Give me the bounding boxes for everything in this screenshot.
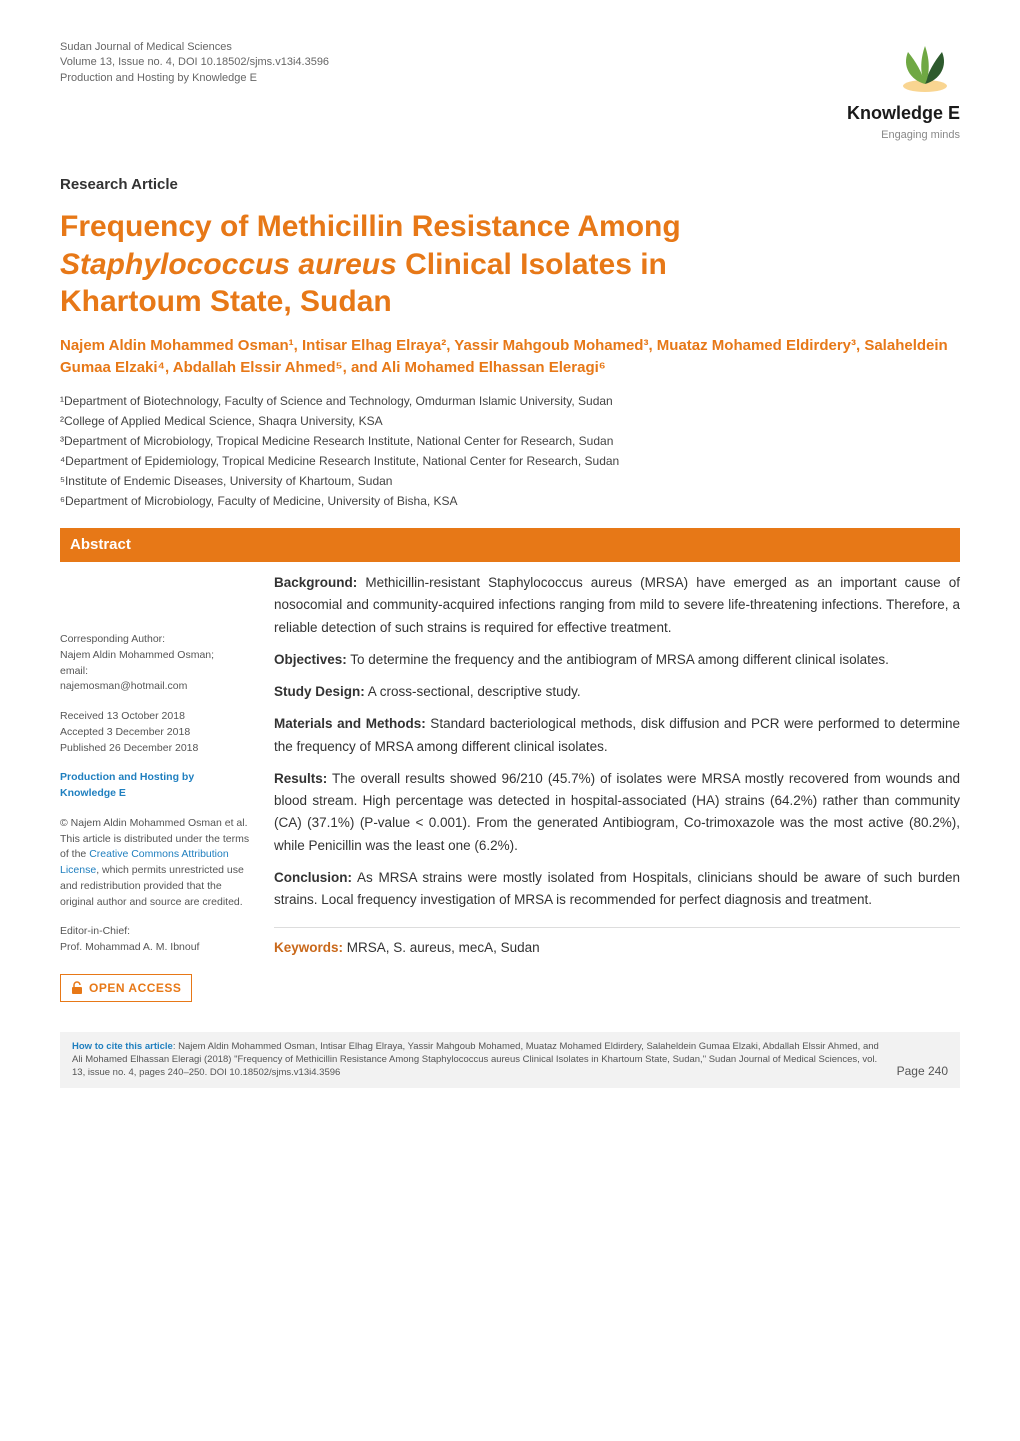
abstract-study-design: Study Design: A cross-sectional, descrip… — [274, 681, 960, 703]
affiliation-list: ¹Department of Biotechnology, Faculty of… — [60, 392, 960, 510]
journal-name: Sudan Journal of Medical Sciences — [60, 40, 329, 55]
abstract-materials: Materials and Methods: Standard bacterio… — [274, 713, 960, 758]
affiliation-item: ²College of Applied Medical Science, Sha… — [60, 412, 960, 430]
keywords-block: Keywords: MRSA, S. aureus, mecA, Sudan — [274, 927, 960, 958]
abstract-body-container: Background: Methicillin-resistant Staphy… — [274, 572, 960, 1002]
editor-block: Editor-in-Chief: Prof. Mohammad A. M. Ib… — [60, 924, 250, 956]
citation-text-block: How to cite this article: Najem Aldin Mo… — [72, 1040, 881, 1080]
background-text: Methicillin-resistant Staphylococcus aur… — [274, 575, 960, 635]
materials-label: Materials and Methods: — [274, 716, 426, 731]
editor-label: Editor-in-Chief: — [60, 924, 250, 940]
objectives-label: Objectives: — [274, 652, 347, 667]
conclusion-label: Conclusion: — [274, 870, 352, 885]
affiliation-item: ¹Department of Biotechnology, Faculty of… — [60, 392, 960, 410]
affiliation-item: ⁴Department of Epidemiology, Tropical Me… — [60, 452, 960, 470]
study-design-label: Study Design: — [274, 684, 365, 699]
publisher-tagline: Engaging minds — [847, 127, 960, 144]
abstract-heading: Abstract — [60, 528, 960, 563]
knowledge-e-logo-icon — [890, 40, 960, 96]
published-date: Published 26 December 2018 — [60, 741, 250, 757]
keywords-label: Keywords: — [274, 940, 343, 955]
author-list: Najem Aldin Mohammed Osman¹, Intisar Elh… — [60, 335, 960, 380]
affiliation-item: ³Department of Microbiology, Tropical Me… — [60, 432, 960, 450]
copyright-block: © Najem Aldin Mohammed Osman et al. This… — [60, 816, 250, 911]
title-line1: Frequency of Methicillin Resistance Amon… — [60, 210, 681, 243]
copyright-symbol: © — [60, 817, 68, 829]
publisher-logo-block: Knowledge E Engaging minds — [847, 40, 960, 144]
volume-issue-doi: Volume 13, Issue no. 4, DOI 10.18502/sjm… — [60, 55, 329, 70]
editor-name: Prof. Mohammad A. M. Ibnouf — [60, 940, 250, 956]
citation-label: How to cite this article — [72, 1041, 173, 1052]
received-date: Received 13 October 2018 — [60, 709, 250, 725]
article-title: Frequency of Methicillin Resistance Amon… — [60, 208, 960, 321]
objectives-text: To determine the frequency and the antib… — [347, 652, 889, 667]
abstract-conclusion: Conclusion: As MRSA strains were mostly … — [274, 867, 960, 912]
page-number: Page 240 — [881, 1063, 948, 1080]
affiliation-item: ⁵Institute of Endemic Diseases, Universi… — [60, 472, 960, 490]
publisher-logo-text: Knowledge E — [847, 100, 960, 127]
email-label: email: — [60, 664, 250, 680]
abstract-background: Background: Methicillin-resistant Staphy… — [274, 572, 960, 639]
citation-text: : Najem Aldin Mohammed Osman, Intisar El… — [72, 1041, 879, 1079]
abstract-results: Results: The overall results showed 96/2… — [274, 768, 960, 857]
article-type-label: Research Article — [60, 174, 960, 197]
corresponding-author-block: Corresponding Author: Najem Aldin Mohamm… — [60, 632, 250, 695]
hosting-line: Production and Hosting by Knowledge E — [60, 71, 329, 86]
accepted-date: Accepted 3 December 2018 — [60, 725, 250, 741]
citation-footer: How to cite this article: Najem Aldin Mo… — [60, 1032, 960, 1088]
background-label: Background: — [274, 575, 357, 590]
corresponding-author-label: Corresponding Author: — [60, 632, 250, 648]
title-line3: Khartoum State, Sudan — [60, 285, 392, 318]
study-design-text: A cross-sectional, descriptive study. — [365, 684, 581, 699]
journal-meta: Sudan Journal of Medical Sciences Volume… — [60, 40, 329, 86]
keywords-text: MRSA, S. aureus, mecA, Sudan — [343, 940, 540, 955]
title-line2-italic: Staphylococcus aureus — [60, 248, 397, 281]
conclusion-text: As MRSA strains were mostly isolated fro… — [274, 870, 960, 907]
corresponding-author-name: Najem Aldin Mohammed Osman; — [60, 648, 250, 664]
page-header: Sudan Journal of Medical Sciences Volume… — [60, 40, 960, 144]
results-text: The overall results showed 96/210 (45.7%… — [274, 771, 960, 853]
open-access-badge: OPEN ACCESS — [60, 974, 192, 1002]
open-lock-icon — [71, 981, 83, 995]
production-hosting-label: Production and Hosting by Knowledge E — [60, 770, 250, 802]
open-access-text: OPEN ACCESS — [89, 979, 181, 997]
corresponding-author-email[interactable]: najemosman@hotmail.com — [60, 679, 250, 695]
results-label: Results: — [274, 771, 327, 786]
article-dates-block: Received 13 October 2018 Accepted 3 Dece… — [60, 709, 250, 756]
article-sidebar: Corresponding Author: Najem Aldin Mohamm… — [60, 572, 250, 1002]
affiliation-item: ⁶Department of Microbiology, Faculty of … — [60, 492, 960, 510]
title-line2-rest: Clinical Isolates in — [397, 248, 667, 281]
abstract-objectives: Objectives: To determine the frequency a… — [274, 649, 960, 671]
